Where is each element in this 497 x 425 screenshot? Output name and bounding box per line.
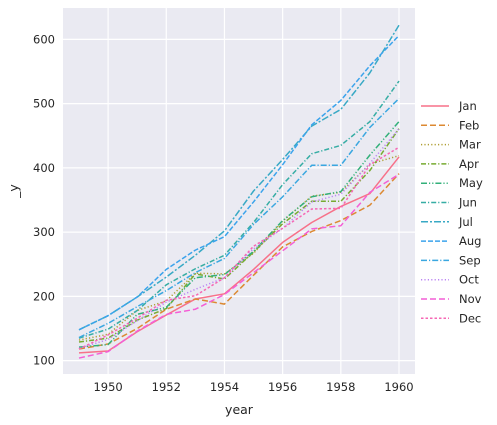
legend-label: May [459,176,483,190]
series-line-sep [78,97,400,339]
legend-label: Aug [459,234,481,248]
legend-label: Jul [458,215,473,229]
series-line-mar [78,154,400,341]
x-tick-labels: 1950 1952 1954 1956 1958 1960 [93,380,413,394]
plot-background [63,8,415,374]
legend: Jan Feb Mar Apr May Jun Jul Aug Sep Oct Nov Dec [421,99,483,325]
series-line-aug [78,34,400,331]
series-lines [78,24,400,359]
y-tick-label: 300 [33,225,55,239]
legend-label: Jun [458,196,477,210]
y-tick-label: 200 [33,289,55,303]
y-axis-label: _y [6,184,21,199]
x-tick-label: 1956 [268,380,297,394]
legend-label: Mar [459,138,481,152]
legend-label: Oct [459,273,479,287]
x-tick-label: 1952 [152,380,181,394]
legend-label: Sep [459,253,481,267]
series-line-jul [78,24,400,331]
y-tick-label: 400 [33,161,55,175]
x-tick-label: 1960 [384,380,413,394]
x-axis-label: year [225,402,254,417]
x-tick-label: 1950 [93,380,122,394]
series-line-dec [78,146,400,350]
x-tick-label: 1958 [326,380,355,394]
y-tick-label: 500 [33,97,55,111]
series-line-nov [78,173,400,359]
y-tick-labels: 100 200 300 400 500 600 [33,32,55,367]
legend-label: Dec [459,311,481,325]
legend-label: Jan [458,99,477,113]
series-line-jun [78,80,400,339]
series-line-may [78,121,400,348]
series-line-feb [78,173,400,350]
x-tick-label: 1954 [210,380,239,394]
y-tick-label: 600 [33,32,55,46]
legend-label: Apr [459,157,479,171]
legend-label: Feb [459,118,479,132]
y-tick-label: 100 [33,354,55,368]
legend-label: Nov [459,292,482,306]
